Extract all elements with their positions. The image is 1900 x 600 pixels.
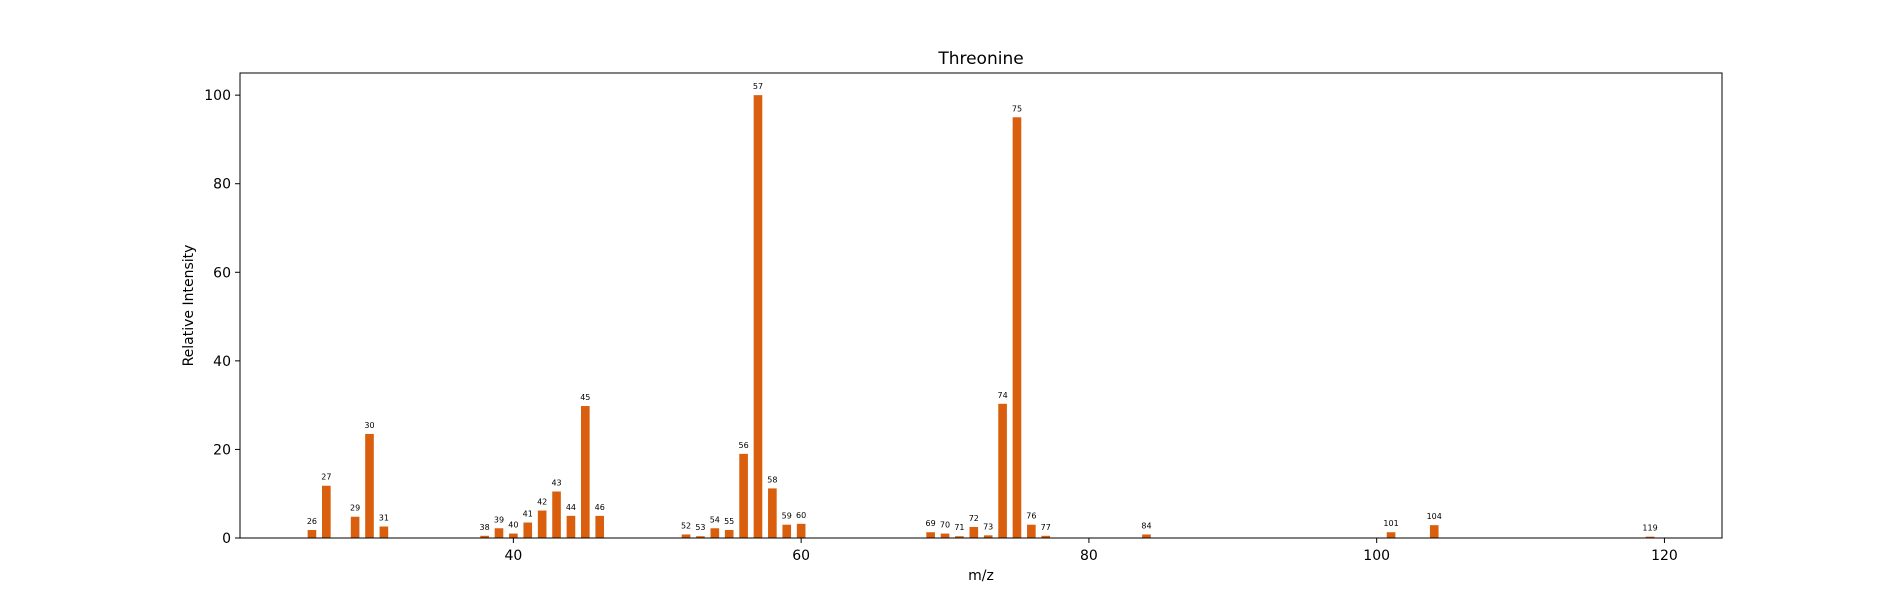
bar-label-mz-57: 57 [753, 82, 763, 91]
bar-label-mz-75: 75 [1012, 104, 1022, 113]
bar-label-mz-71: 71 [954, 523, 964, 532]
bar-label-mz-41: 41 [523, 510, 533, 519]
bar-mz-30 [365, 433, 374, 538]
bar-label-mz-119: 119 [1642, 524, 1657, 533]
bar-label-mz-60: 60 [796, 511, 806, 520]
y-tick-label: 80 [213, 177, 231, 193]
bar-mz-45 [581, 406, 590, 538]
bar-mz-60 [796, 523, 806, 538]
bar-mz-31 [379, 526, 389, 538]
bar-mz-29 [350, 516, 360, 538]
plot-frame [239, 72, 1723, 539]
bar-label-mz-29: 29 [350, 504, 360, 513]
x-tick-label: 60 [792, 548, 810, 564]
y-tick-label: 40 [213, 354, 231, 370]
bar-mz-119 [1645, 536, 1655, 538]
bar-mz-72 [969, 526, 979, 538]
bar-labels-layer: 26 27 29 30 31 38 39 40 41 42 43 44 45 46 52 53 54 55 56 57… [307, 82, 1658, 533]
bar-label-mz-40: 40 [508, 521, 518, 530]
bar-mz-26 [307, 530, 317, 538]
bar-label-mz-101: 101 [1383, 519, 1398, 528]
bar-mz-74 [998, 403, 1007, 538]
bar-mz-39 [494, 528, 504, 538]
bar-label-mz-31: 31 [379, 513, 389, 522]
bar-mz-101 [1386, 532, 1396, 538]
x-tick-label: 100 [1363, 548, 1390, 564]
bar-mz-69 [926, 532, 935, 538]
bar-mz-59 [782, 524, 792, 538]
y-axis: 0 20 40 60 80 100 [204, 88, 240, 547]
bar-mz-76 [1027, 524, 1036, 538]
bar-label-mz-76: 76 [1026, 512, 1036, 521]
y-axis-title: Relative Intensity [181, 245, 197, 367]
x-tick-label: 80 [1080, 548, 1098, 564]
bar-label-mz-55: 55 [724, 517, 734, 526]
bar-mz-71 [955, 536, 964, 538]
bar-label-mz-27: 27 [321, 473, 331, 482]
bars-layer [307, 95, 1655, 538]
y-tick-label: 100 [204, 88, 231, 104]
bar-mz-40 [509, 533, 518, 538]
bar-mz-70 [940, 533, 950, 538]
bar-mz-54 [710, 528, 720, 538]
bar-mz-27 [322, 485, 331, 538]
x-axis-title: m/z [968, 568, 994, 584]
x-tick-label: 120 [1651, 548, 1678, 564]
bar-label-mz-72: 72 [969, 514, 979, 523]
bar-mz-53 [696, 536, 705, 538]
bar-label-mz-30: 30 [364, 421, 374, 430]
bar-mz-84 [1142, 534, 1151, 538]
bar-mz-77 [1041, 535, 1051, 538]
bar-label-mz-77: 77 [1041, 523, 1051, 532]
bar-label-mz-52: 52 [681, 521, 691, 530]
bar-mz-42 [537, 510, 547, 538]
x-tick-label: 40 [504, 548, 522, 564]
bar-label-mz-44: 44 [566, 503, 576, 512]
bar-mz-44 [566, 515, 576, 538]
bar-label-mz-54: 54 [710, 515, 720, 524]
bar-mz-56 [739, 453, 748, 538]
bar-mz-75 [1012, 117, 1022, 538]
bar-label-mz-43: 43 [551, 479, 561, 488]
bar-label-mz-38: 38 [480, 523, 490, 532]
bar-label-mz-70: 70 [940, 521, 950, 530]
bar-label-mz-74: 74 [997, 391, 1007, 400]
bar-label-mz-46: 46 [595, 503, 605, 512]
bar-label-mz-53: 53 [695, 523, 705, 532]
bar-mz-58 [768, 488, 777, 538]
chart-title: Threonine [937, 49, 1023, 69]
y-tick-label: 20 [213, 442, 231, 458]
bar-label-mz-45: 45 [580, 393, 590, 402]
bar-mz-55 [724, 530, 734, 538]
bar-label-mz-26: 26 [307, 517, 317, 526]
bar-mz-104 [1429, 525, 1439, 538]
bar-label-mz-104: 104 [1427, 512, 1442, 521]
bar-mz-41 [523, 522, 533, 538]
bar-mz-52 [681, 534, 691, 538]
bar-mz-73 [983, 535, 993, 538]
bar-label-mz-69: 69 [926, 519, 936, 528]
bar-mz-38 [480, 535, 489, 538]
bar-mz-43 [552, 491, 561, 538]
bar-label-mz-84: 84 [1141, 521, 1151, 530]
bar-label-mz-39: 39 [494, 515, 504, 524]
bar-mz-46 [595, 515, 605, 538]
bar-label-mz-58: 58 [767, 475, 777, 484]
bar-label-mz-59: 59 [782, 512, 792, 521]
y-tick-label: 60 [213, 265, 231, 281]
bar-label-mz-56: 56 [738, 441, 748, 450]
x-axis: 40 60 80 100 120 [504, 538, 1678, 564]
bar-label-mz-42: 42 [537, 498, 547, 507]
bar-label-mz-73: 73 [983, 522, 993, 531]
bar-mz-57 [753, 95, 763, 538]
y-tick-label: 0 [222, 531, 231, 547]
